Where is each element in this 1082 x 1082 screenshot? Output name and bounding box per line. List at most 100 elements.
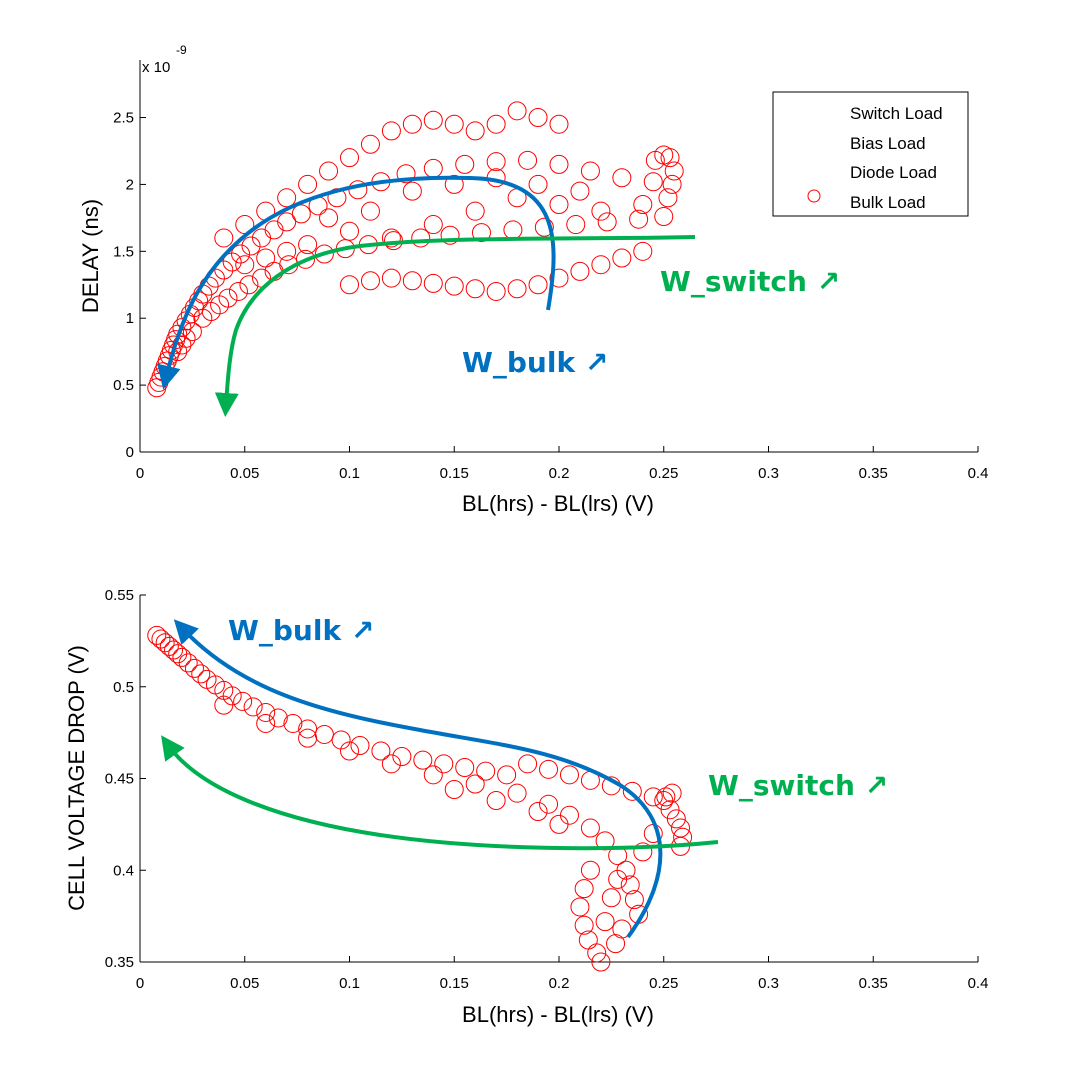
legend-entry-bias: Bias Load bbox=[850, 134, 926, 153]
data-point bbox=[476, 761, 496, 781]
data-point bbox=[539, 794, 559, 814]
data-point bbox=[645, 150, 665, 170]
voltage-drop-chart: 0 0.05 0.1 0.15 0.2 0.25 0.3 0.35 0.4 0.35 0.4 0.4… bbox=[64, 587, 988, 1027]
data-point bbox=[340, 275, 359, 295]
data-point bbox=[268, 708, 288, 728]
y-exponent-power-top: -9 bbox=[176, 43, 187, 57]
y-axis-title-top: DELAY (ns) bbox=[78, 199, 103, 313]
data-point bbox=[178, 653, 198, 673]
data-point bbox=[643, 172, 663, 192]
data-point bbox=[423, 110, 443, 130]
data-point bbox=[444, 276, 464, 296]
bulk-trend-arrow-bottom bbox=[173, 619, 663, 939]
data-point bbox=[283, 713, 303, 733]
y-tick-label: 0.5 bbox=[113, 679, 134, 696]
data-point bbox=[298, 728, 318, 748]
data-point bbox=[151, 629, 171, 649]
data-point bbox=[296, 249, 316, 269]
data-point bbox=[214, 228, 234, 248]
data-point bbox=[654, 145, 674, 165]
data-point bbox=[486, 281, 506, 301]
data-point bbox=[256, 713, 276, 733]
data-point bbox=[277, 212, 297, 232]
data-point bbox=[566, 215, 586, 235]
data-point bbox=[622, 781, 642, 801]
data-point bbox=[549, 814, 569, 834]
data-point bbox=[264, 220, 284, 240]
data-point bbox=[168, 644, 188, 664]
data-point bbox=[396, 164, 416, 184]
data-point bbox=[587, 943, 607, 963]
data-point bbox=[197, 669, 217, 689]
data-point bbox=[210, 295, 230, 315]
data-point bbox=[549, 154, 569, 174]
data-point bbox=[591, 255, 611, 275]
data-point bbox=[570, 181, 590, 201]
x-tick-label: 0.05 bbox=[230, 465, 259, 482]
data-point bbox=[402, 181, 422, 201]
data-point bbox=[633, 842, 653, 862]
data-point bbox=[298, 235, 318, 255]
y-tick-label: 2.5 bbox=[113, 110, 134, 127]
data-point bbox=[381, 268, 401, 288]
data-point bbox=[656, 787, 676, 807]
data-point bbox=[455, 154, 475, 174]
switch-trend-arrow-bottom bbox=[161, 735, 719, 851]
data-point bbox=[256, 702, 276, 722]
data-point bbox=[319, 208, 339, 228]
data-point bbox=[423, 765, 443, 785]
data-point bbox=[155, 633, 175, 653]
data-point bbox=[580, 860, 600, 880]
data-point bbox=[147, 378, 167, 398]
data-point bbox=[539, 759, 559, 779]
x-tick-label: 0.2 bbox=[549, 465, 570, 482]
x-tick-label: 0.25 bbox=[649, 975, 678, 992]
data-point bbox=[228, 281, 248, 301]
x-tick-label: 0.4 bbox=[968, 465, 989, 482]
data-point bbox=[298, 719, 318, 739]
data-point bbox=[574, 915, 594, 935]
x-ticks-top: 0 0.05 0.1 0.15 0.2 0.25 0.3 0.35 0.4 bbox=[136, 446, 989, 482]
data-point bbox=[205, 675, 225, 695]
data-point bbox=[549, 194, 569, 214]
legend-entry-bulk: Bulk Load bbox=[850, 193, 926, 212]
data-point bbox=[233, 691, 253, 711]
data-point bbox=[214, 680, 234, 700]
annotation-w-bulk-top: W_bulk ↗ bbox=[462, 346, 608, 379]
data-point bbox=[507, 783, 527, 803]
legend-entry-diode: Diode Load bbox=[850, 163, 937, 182]
data-point bbox=[497, 765, 517, 785]
data-point bbox=[465, 121, 485, 141]
x-tick-label: 0.15 bbox=[440, 465, 469, 482]
x-tick-label: 0.05 bbox=[230, 975, 259, 992]
y-tick-label: 0.4 bbox=[113, 862, 134, 879]
data-point bbox=[413, 750, 433, 770]
annotation-w-switch-bottom: W_switch ↗ bbox=[708, 769, 888, 802]
y-tick-label: 1.5 bbox=[113, 243, 134, 260]
data-point bbox=[455, 757, 475, 777]
data-point bbox=[612, 248, 632, 268]
data-point bbox=[633, 194, 653, 214]
data-point bbox=[444, 114, 464, 134]
data-point bbox=[620, 875, 640, 895]
data-point bbox=[629, 209, 649, 229]
data-points-bottom bbox=[147, 625, 693, 972]
data-point bbox=[350, 735, 370, 755]
data-point bbox=[172, 335, 192, 355]
y-axis-title-bottom: CELL VOLTAGE DROP (V) bbox=[64, 645, 89, 911]
data-point bbox=[360, 201, 380, 221]
x-tick-label: 0.2 bbox=[549, 975, 570, 992]
data-point bbox=[518, 150, 538, 170]
data-point bbox=[486, 114, 506, 134]
y-tick-label: 2 bbox=[126, 176, 134, 193]
data-point bbox=[528, 174, 548, 194]
data-point bbox=[486, 152, 506, 172]
y-tick-label: 0.45 bbox=[105, 771, 134, 788]
data-point bbox=[595, 912, 615, 932]
data-point bbox=[164, 640, 184, 660]
legend-box bbox=[772, 91, 969, 217]
data-point bbox=[147, 625, 167, 645]
data-point bbox=[423, 215, 443, 235]
data-point bbox=[528, 802, 548, 822]
